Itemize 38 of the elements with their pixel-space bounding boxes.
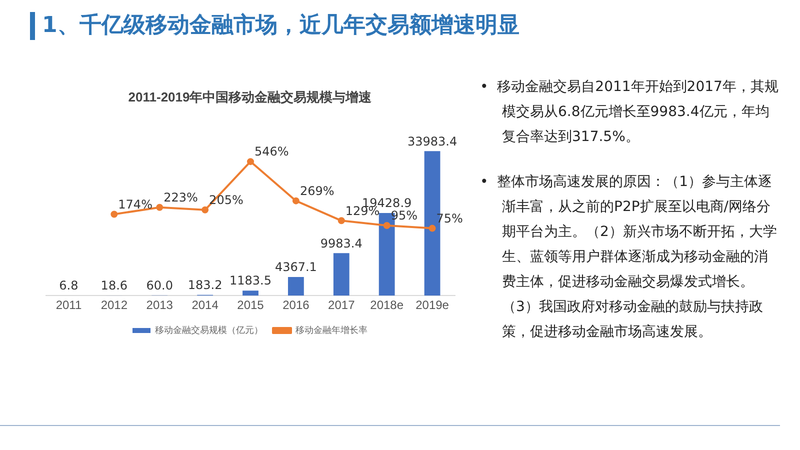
point xyxy=(247,158,254,166)
data-label: 174% xyxy=(118,197,152,212)
chart-subtitle: 2011-2019年中国移动金融交易规模与增速 xyxy=(128,89,373,104)
point xyxy=(156,204,164,211)
point xyxy=(383,222,390,229)
point xyxy=(292,197,300,204)
data-label: 1183.5 xyxy=(230,274,272,288)
data-label: 269% xyxy=(300,184,334,198)
x-tick-label: 2012 xyxy=(100,298,128,312)
point xyxy=(338,217,345,224)
x-tick-label: 2011 xyxy=(56,298,82,312)
x-tick-label: 2014 xyxy=(192,298,219,312)
point xyxy=(202,206,209,214)
x-tick-label: 2015 xyxy=(237,298,264,312)
bar xyxy=(242,290,258,296)
data-label: 33983.4 xyxy=(407,134,458,148)
text: • 整体市场高速发展的原因：（1）参与主体逐渐丰富，从之前的P2P扩展至以电商/网络分期平台为主。（2）新兴市场不断开拓，大学生、蓝领等用户群体逐渐成为移动金融的消费主体，促进移动金融交易爆发式增长。（3）我国政府对移动金融的鼓励与扶持政策，促进移动金融市场高速发展。 xyxy=(480,173,778,342)
legend-label: 移动金融年增长率 xyxy=(296,324,368,335)
bar xyxy=(333,253,350,296)
bar xyxy=(288,277,304,296)
chart-title: 1、千亿级移动金融市场，近几年交易额增速明显 xyxy=(42,12,520,40)
x-tick-label: 2016 xyxy=(282,298,310,312)
legend-label: 移动金融交易规模（亿元） xyxy=(155,324,263,335)
point xyxy=(110,210,118,218)
data-label: 223% xyxy=(164,190,198,204)
x-tick-label: 2017 xyxy=(328,298,356,312)
text: • 移动金融交易自2011年开始到2017年，其规模交易从6.8亿元增长至9983.4亿元，年均复合率达到317.5%。 xyxy=(480,78,780,147)
data-label: 4367.1 xyxy=(274,260,317,274)
x-tick-label: 2018e xyxy=(370,298,404,312)
x-tick-label: 2013 xyxy=(146,298,174,312)
data-label: 60.0 xyxy=(146,278,173,292)
data-label: 6.8 xyxy=(59,278,78,293)
point xyxy=(428,224,436,232)
data-label: 546% xyxy=(254,144,289,159)
x-tick-label: 2019e xyxy=(416,298,450,312)
data-label: 183.2 xyxy=(188,278,222,292)
data-label: 9983.4 xyxy=(320,236,362,250)
data-label: 18.6 xyxy=(100,278,128,293)
